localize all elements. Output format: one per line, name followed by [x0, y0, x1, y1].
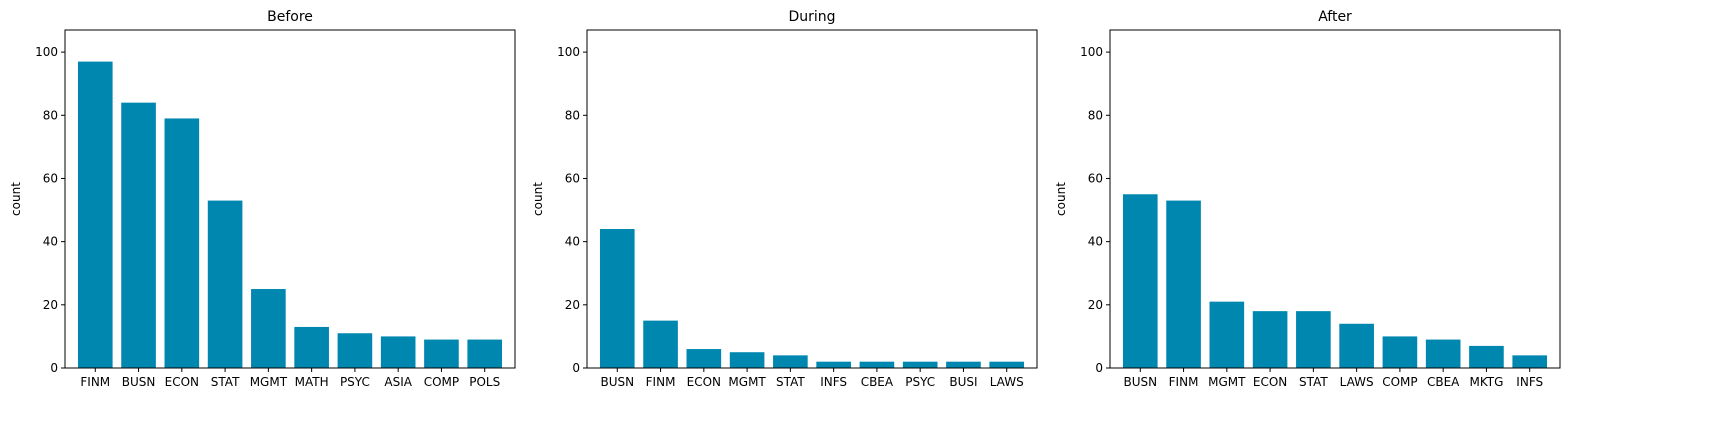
bar-asia: [380, 336, 416, 368]
bar-psyc: [337, 333, 373, 368]
x-tick-label: BUSI: [949, 375, 977, 389]
x-tick-label: ECON: [687, 375, 721, 389]
bar-psyc: [902, 361, 938, 368]
x-tick-label: FINM: [646, 375, 676, 389]
x-tick-label: ECON: [165, 375, 199, 389]
bar-busi: [946, 361, 981, 368]
y-axis-label: count: [531, 182, 545, 216]
x-tick-label: STAT: [776, 375, 805, 389]
chart-title: During: [788, 9, 835, 25]
x-tick-label: LAWS: [990, 375, 1024, 389]
x-tick-label: MGMT: [250, 375, 288, 389]
bar-mgmt: [1209, 301, 1245, 368]
x-tick-label: MGMT: [728, 375, 766, 389]
y-tick-label: 100: [35, 45, 58, 59]
chart-title: After: [1318, 9, 1352, 25]
x-tick-label: LAWS: [1340, 375, 1374, 389]
x-tick-label: INFS: [1516, 375, 1543, 389]
chart-panel-0: FINM BUSN ECON STAT MGMT MATH PSYC ASIA COMP POLS…: [9, 9, 516, 389]
x-tick-label: ECON: [1253, 375, 1287, 389]
x-tick-label: CBEA: [1427, 375, 1460, 389]
bar-stat: [1296, 311, 1331, 368]
bar-math: [294, 326, 329, 368]
chart-title: Before: [267, 9, 313, 25]
bar-pols: [467, 339, 503, 368]
bar-finm: [77, 61, 113, 369]
y-tick-label: 0: [1095, 361, 1103, 375]
y-axis-label: count: [1054, 182, 1068, 216]
y-tick-label: 80: [565, 108, 580, 122]
y-tick-label: 80: [43, 108, 58, 122]
x-tick-label: PSYC: [340, 375, 370, 389]
x-tick-label: COMP: [424, 375, 459, 389]
bar-cbea: [1425, 339, 1461, 368]
x-tick-label: CBEA: [861, 375, 894, 389]
x-tick-label: MGMT: [1208, 375, 1246, 389]
x-tick-label: STAT: [1299, 375, 1328, 389]
x-tick-label: MATH: [295, 375, 329, 389]
bar-stat: [207, 200, 243, 368]
y-tick-label: 0: [572, 361, 580, 375]
y-tick-label: 40: [43, 235, 58, 249]
bar-econ: [1252, 311, 1288, 368]
x-tick-label: BUSN: [600, 375, 634, 389]
plot-frame: [1109, 29, 1561, 369]
y-tick-label: 60: [1088, 171, 1103, 185]
chart-panel-1: BUSN FINM ECON MGMT STAT INFS CBEA PSYC BUSI LAWS…: [531, 9, 1038, 389]
bar-comp: [424, 339, 459, 368]
bar-comp: [1382, 336, 1418, 368]
bar-busn: [121, 102, 156, 369]
bar-finm: [643, 320, 678, 368]
y-tick-label: 80: [1088, 108, 1103, 122]
x-tick-label: BUSN: [122, 375, 156, 389]
y-tick-label: 60: [565, 171, 580, 185]
x-tick-label: STAT: [211, 375, 240, 389]
x-tick-label: PSYC: [905, 375, 935, 389]
bar-mgmt: [729, 352, 765, 368]
y-tick-label: 0: [50, 361, 58, 375]
bar-stat: [773, 355, 808, 368]
chart-panel-2: BUSN FINM MGMT ECON STAT LAWS COMP CBEA MKTG INFS…: [1054, 9, 1561, 389]
plot-frame: [64, 29, 516, 369]
bar-infs: [816, 361, 851, 368]
x-tick-label: ASIA: [384, 375, 412, 389]
bar-infs: [1512, 355, 1548, 368]
bar-busn: [599, 229, 635, 368]
x-tick-label: FINM: [1169, 375, 1199, 389]
bar-mktg: [1469, 345, 1504, 368]
y-tick-label: 60: [43, 171, 58, 185]
y-tick-label: 100: [1080, 45, 1103, 59]
y-tick-label: 20: [1088, 298, 1103, 312]
x-tick-label: COMP: [1382, 375, 1417, 389]
plot-frame: [586, 29, 1038, 369]
x-tick-label: POLS: [469, 375, 500, 389]
bar-econ: [686, 349, 722, 368]
y-tick-label: 20: [43, 298, 58, 312]
bar-finm: [1166, 200, 1201, 368]
y-axis-label: count: [9, 182, 23, 216]
x-tick-label: MKTG: [1469, 375, 1503, 389]
x-tick-label: FINM: [80, 375, 110, 389]
bar-econ: [164, 118, 200, 368]
bar-laws: [989, 361, 1025, 368]
y-tick-label: 40: [1088, 235, 1103, 249]
y-tick-label: 20: [565, 298, 580, 312]
bar-mgmt: [251, 289, 286, 368]
bar-busn: [1122, 194, 1158, 368]
y-tick-label: 100: [557, 45, 580, 59]
bar-laws: [1339, 323, 1374, 368]
x-tick-label: INFS: [820, 375, 847, 389]
y-tick-label: 40: [565, 235, 580, 249]
bar-cbea: [859, 361, 895, 368]
x-tick-label: BUSN: [1123, 375, 1157, 389]
